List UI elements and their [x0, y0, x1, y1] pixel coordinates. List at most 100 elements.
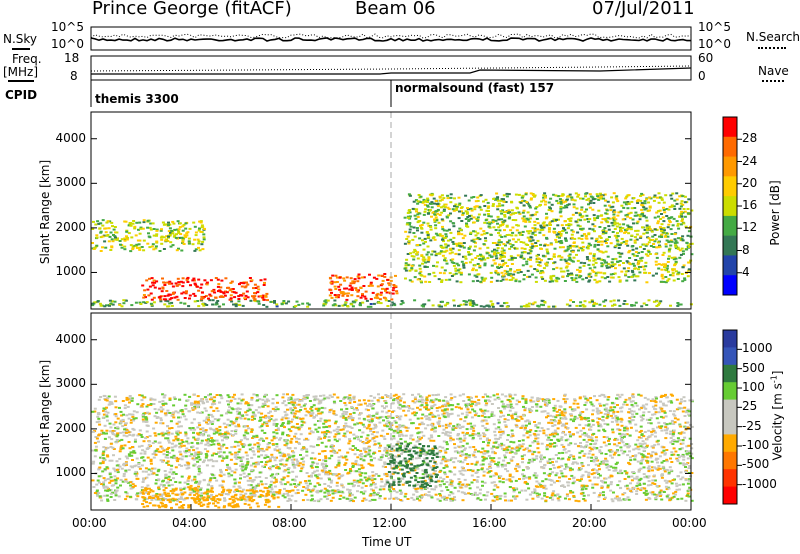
data-cell-p-4-865 — [496, 252, 500, 254]
data-cell-p-3-96 — [162, 248, 166, 250]
data-cell-v-0-2198 — [243, 476, 247, 478]
data-cell-p-4-1644 — [660, 233, 664, 236]
data-cell-p-2-88 — [364, 297, 368, 300]
data-cell-p-4-1685 — [444, 243, 448, 246]
data-cell-p-3-246 — [94, 223, 98, 226]
data-cell-p-1-142 — [261, 296, 265, 299]
data-cell-v-0-1375 — [481, 432, 485, 435]
data-cell-v-0-1964 — [666, 493, 670, 496]
data-cell-p-4-480 — [577, 274, 581, 277]
data-cell-p-4-1055 — [454, 252, 458, 255]
data-cell-p-3-235 — [115, 238, 119, 241]
data-cell-p-4-328 — [469, 217, 473, 220]
data-cell-v-0-1568 — [485, 494, 489, 497]
data-cell-p-4-76 — [594, 272, 598, 275]
data-cell-v-0-558 — [274, 429, 278, 432]
data-cell-p-3-188 — [135, 221, 139, 224]
data-cell-p-4-1645 — [612, 263, 616, 266]
data-cell-p-4-235 — [522, 241, 526, 244]
data-cell-p-4-966 — [526, 244, 530, 246]
data-cell-p-0-157 — [341, 304, 345, 307]
data-cell-p-4-1371 — [513, 270, 517, 273]
data-cell-p-4-10 — [635, 247, 639, 250]
data-cell-p-4-737 — [521, 217, 525, 220]
data-cell-v-0-1563 — [465, 406, 469, 409]
data-cell-p-4-281 — [563, 258, 567, 261]
data-cell-v-0-1523 — [391, 402, 395, 405]
data-cell-p-3-66 — [108, 235, 112, 238]
data-cell-v-0-1863 — [312, 404, 316, 407]
data-cell-v-0-637 — [551, 457, 555, 460]
data-cell-v-0-298 — [667, 473, 671, 475]
data-cell-v-0-921 — [142, 420, 146, 423]
data-cell-v-0-2266 — [593, 476, 597, 479]
data-cell-p-4-1175 — [422, 221, 426, 224]
data-cell-p-0-148 — [94, 301, 98, 304]
data-cell-p-4-1167 — [457, 249, 461, 252]
data-cell-v-0-2007 — [647, 411, 651, 413]
data-cell-p-4-319 — [507, 193, 511, 196]
data-cell-p-3-110 — [194, 234, 198, 237]
data-cell-p-4-1747 — [503, 214, 507, 216]
data-cell-p-0-127 — [98, 302, 102, 305]
data-cell-p-4-1458 — [571, 250, 575, 253]
data-cell-p-4-1306 — [643, 208, 647, 211]
data-cell-v-0-333 — [595, 399, 599, 402]
data-cell-p-4-756 — [671, 272, 675, 275]
data-cell-v-0-74 — [244, 492, 248, 495]
data-cell-p-4-743 — [680, 237, 684, 240]
data-cell-v-0-501 — [215, 460, 219, 463]
data-cell-p-4-1002 — [423, 275, 427, 278]
data-cell-p-4-510 — [575, 280, 579, 283]
data-cell-p-4-305 — [473, 208, 477, 211]
data-cell-p-2-6 — [369, 281, 373, 284]
data-cell-p-4-1446 — [460, 233, 464, 236]
data-cell-v-0-2112 — [602, 494, 605, 497]
data-cell-v-0-979 — [411, 438, 415, 441]
data-cell-p-4-1485 — [639, 235, 643, 238]
data-cell-v-0-265 — [128, 395, 132, 397]
data-cell-v-0-1489 — [153, 432, 157, 435]
data-cell-v-0-434 — [309, 445, 313, 448]
data-cell-p-4-519 — [503, 215, 507, 218]
data-cell-v-0-50 — [348, 500, 352, 502]
data-cell-v-0-1406 — [668, 410, 672, 412]
data-cell-v-0-2270 — [102, 446, 106, 449]
data-cell-p-4-1323 — [415, 208, 419, 211]
data-cell-p-0-80 — [625, 303, 629, 306]
data-cell-v-0-484 — [483, 409, 487, 412]
data-cell-p-4-1113 — [588, 218, 592, 220]
data-cell-v-0-332 — [162, 484, 166, 487]
data-cell-v-0-1106 — [272, 481, 276, 484]
data-cell-p-4-1058 — [494, 254, 498, 257]
data-cell-v-0-1796 — [685, 463, 688, 466]
data-cell-v-0-2153 — [173, 397, 177, 400]
data-cell-v-0-2162 — [358, 471, 362, 473]
data-cell-v-0-2032 — [268, 468, 272, 471]
data-cell-v-0-619 — [443, 449, 447, 452]
data-cell-p-3-59 — [149, 222, 153, 225]
data-cell-v-0-1253 — [568, 431, 572, 433]
data-cell-p-4-1156 — [451, 247, 455, 250]
data-cell-p-0-52 — [547, 305, 551, 308]
data-cell-p-4-996 — [657, 267, 661, 270]
data-cell-p-4-1445 — [462, 246, 466, 249]
data-cell-v-0-1074 — [651, 493, 655, 496]
data-cell-v-0-1772 — [373, 435, 377, 438]
data-cell-v-0-924 — [490, 413, 494, 416]
data-cell-p-4-848 — [603, 277, 607, 280]
data-cell-v-0-868 — [147, 473, 151, 476]
data-cell-p-4-1613 — [581, 245, 585, 248]
data-cell-p-0-205 — [592, 305, 596, 307]
data-cell-p-4-722 — [416, 216, 420, 218]
data-cell-p-0-279 — [572, 301, 575, 303]
data-cell-v-0-1648 — [238, 490, 241, 493]
data-cell-v-0-1967 — [247, 484, 251, 487]
data-cell-p-4-1722 — [520, 196, 524, 199]
data-cell-p-4-396 — [413, 235, 417, 238]
data-cell-p-2-81 — [355, 289, 359, 291]
data-cell-p-4-1519 — [618, 279, 622, 282]
data-cell-v-0-2113 — [335, 474, 339, 477]
data-cell-p-3-128 — [124, 220, 128, 223]
data-cell-p-3-116 — [126, 236, 130, 239]
